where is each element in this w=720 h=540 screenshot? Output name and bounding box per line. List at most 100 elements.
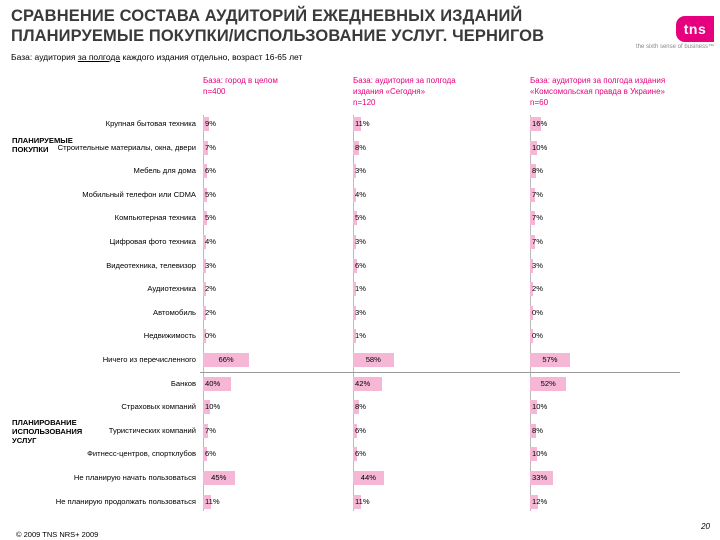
row-label-11: Банков [170,378,196,388]
subtitle-post: каждого издания отдельно, возраст 16-65 … [120,52,303,62]
bar-1-15 [353,471,384,485]
subtitle-pre: База: аудитория [11,52,78,62]
bar-label-2-3: 7% [532,189,543,199]
row-label-4: Компьютерная техника [114,213,196,223]
bar-2-3 [530,187,535,202]
bar-1-9 [353,329,356,344]
bar-1-12 [353,400,359,415]
group-label-1: ПЛАНИРОВАНИЕ ИСПОЛЬЗОВАНИЯ УСЛУГ [12,418,83,446]
bar-label-2-0: 16% [532,119,548,128]
bar-2-13 [530,423,536,438]
row-label-12: Страховых компаний [121,402,196,412]
bar-label-0-0: 9% [205,119,216,128]
bar-0-15 [203,471,235,485]
bar-label-0-8: 2% [205,307,216,317]
bar-label-0-10: 66% [218,355,234,364]
bar-label-1-11: 42% [355,378,371,388]
group-label-0: ПЛАНИРУЕМЫЕ ПОКУПКИ [12,135,73,154]
bar-2-5 [530,235,535,249]
bar-label-0-16: 11% [205,496,220,506]
bar-label-2-6: 3% [532,260,543,270]
bar-label-1-4: 5% [355,213,366,223]
bar-1-2 [353,164,356,179]
bar-label-1-3: 4% [355,189,366,199]
bar-2-14 [530,447,537,462]
row-label-7: Аудиотехника [147,284,196,294]
title-line-1: СРАВНЕНИЕ СОСТАВА АУДИТОРИЙ ЕЖЕДНЕВНЫХ И… [11,7,523,25]
bar-0-11 [203,376,231,391]
column-header-1-line2: n=400 [203,87,226,96]
row-label-10: Ничего из перечисленного [102,355,196,364]
bar-2-9 [530,329,533,344]
bar-label-1-16: 11% [355,496,370,506]
bar-1-13 [353,423,358,438]
column-header-1-line1: База: город в целом [203,76,278,85]
bar-0-0 [203,117,210,131]
bar-label-1-10: 58% [365,355,381,364]
bar-1-10 [353,353,394,367]
bar-1-11 [353,376,383,391]
row-label-1: Строительные материалы, окна, двери [57,142,196,152]
bar-label-2-1: 10% [532,142,548,152]
bar-label-1-12: 8% [355,402,366,412]
bar-label-1-8: 3% [355,307,366,317]
bar-0-8 [203,305,206,320]
bar-1-1 [353,140,359,155]
bar-2-4 [530,211,535,226]
row-label-2: Мебель для дома [133,166,196,176]
bar-label-2-11: 52% [540,378,556,388]
bar-label-0-11: 40% [205,378,221,388]
bar-0-12 [203,400,210,415]
bar-label-1-15: 44% [360,473,376,482]
bar-0-1 [203,140,208,155]
bar-0-10 [203,353,250,367]
row-label-5: Цифровая фото техника [109,237,196,246]
bar-label-0-6: 3% [205,260,216,270]
bar-2-16 [530,494,539,509]
bar-0-7 [203,282,206,297]
bar-2-10 [530,353,570,367]
group-separator [200,371,680,373]
bar-0-5 [203,235,206,249]
logo-tagline: the sixth sense of business™ [635,44,714,50]
bar-label-0-5: 4% [205,237,216,246]
column-header-2-line1: База: аудитория за полгода [353,76,456,85]
bar-label-2-9: 0% [532,331,543,341]
subtitle-underlined: за полгода [77,52,121,62]
row-label-0: Крупная бытовая техника [105,119,196,128]
bar-label-1-5: 3% [355,237,366,246]
bar-2-12 [530,400,537,415]
row-label-16: Не планирую продолжать пользоваться [55,496,196,506]
bar-label-1-1: 8% [355,142,366,152]
bar-label-0-15: 45% [211,473,227,482]
bar-label-1-6: 6% [355,260,366,270]
bar-1-16 [353,494,361,509]
subtitle: База: аудитория за полгода каждого издан… [11,52,302,62]
bar-1-5 [353,235,356,249]
bar-1-0 [353,117,361,131]
bar-1-3 [353,187,356,202]
bar-2-8 [530,305,533,320]
column-header-2-line3: n=120 [353,98,376,107]
bar-1-14 [353,447,358,462]
bar-label-0-13: 7% [205,425,216,435]
page-number: 20 [701,522,710,531]
bar-2-7 [530,282,533,297]
tns-logo: tns [676,16,714,42]
page-title: СРАВНЕНИЕ СОСТАВА АУДИТОРИЙ ЕЖЕДНЕВНЫХ И… [11,6,611,46]
bar-label-2-2: 8% [532,166,543,176]
bar-label-2-15: 33% [532,473,548,482]
bar-1-6 [353,258,358,273]
bar-label-1-13: 6% [355,425,366,435]
bar-label-1-14: 6% [355,449,366,459]
bar-label-0-4: 5% [205,213,216,223]
bar-0-3 [203,187,207,202]
column-header-1: База: город в целом n=400 [203,75,375,97]
bar-label-2-10: 57% [542,355,558,364]
bar-2-11 [530,376,567,391]
bar-2-1 [530,140,537,155]
column-header-3-line3: n=60 [530,98,549,107]
column-header-3: База: аудитория за полгода издания «Комсо… [530,75,702,108]
row-label-15: Не планирую начать пользоваться [73,473,196,482]
bar-label-0-9: 0% [205,331,216,341]
